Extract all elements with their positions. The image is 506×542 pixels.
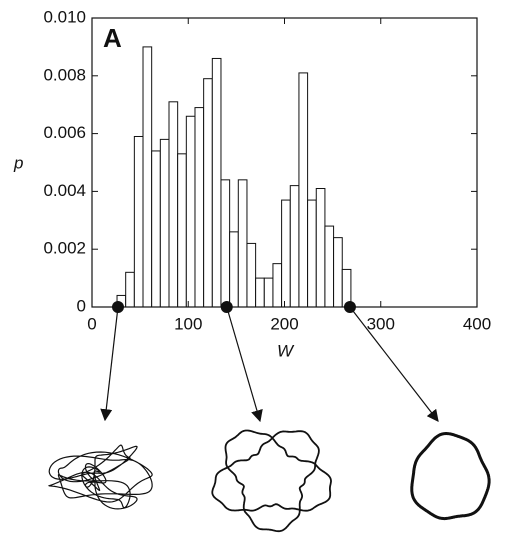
bar xyxy=(159,138,170,308)
y-tick-label: 0.008 xyxy=(43,65,86,84)
bar xyxy=(185,115,196,308)
x-axis-label: W xyxy=(277,341,295,360)
bar xyxy=(298,72,309,308)
bar xyxy=(151,150,161,308)
bar xyxy=(133,135,144,308)
x-tick-label: 0 xyxy=(87,314,96,333)
marker-dot xyxy=(220,301,233,313)
bar xyxy=(211,57,222,308)
y-tick-label: 0.002 xyxy=(43,239,86,258)
arrow xyxy=(349,306,439,422)
bar xyxy=(333,237,343,308)
bar xyxy=(177,153,187,308)
arrow xyxy=(100,306,119,422)
bar xyxy=(246,242,257,308)
bar xyxy=(203,78,213,308)
circle-shape xyxy=(410,432,491,521)
tangle-shape xyxy=(47,444,153,510)
bar xyxy=(255,277,265,308)
bar xyxy=(125,271,135,308)
bar xyxy=(315,188,326,308)
bar xyxy=(281,199,291,308)
y-tick-label: 0.004 xyxy=(43,181,86,200)
bar xyxy=(142,46,153,308)
bar xyxy=(220,179,231,308)
loop-shape xyxy=(211,429,332,533)
x-tick-label: 200 xyxy=(270,314,298,333)
y-tick-label: 0 xyxy=(77,296,86,315)
marker-dot xyxy=(343,301,356,313)
x-tick-label: 300 xyxy=(367,314,395,333)
x-tick-label: 400 xyxy=(463,314,491,333)
arrow xyxy=(226,306,263,423)
bar xyxy=(263,277,274,308)
bar xyxy=(307,199,317,308)
y-axis-label: p xyxy=(13,153,23,172)
bar xyxy=(272,263,283,308)
bar xyxy=(237,179,248,308)
x-tick-label: 100 xyxy=(174,314,202,333)
bar xyxy=(229,231,239,308)
bar xyxy=(324,225,335,308)
bar xyxy=(289,185,300,308)
y-tick-label: 0.010 xyxy=(43,7,86,26)
marker-dot xyxy=(111,301,124,313)
bar xyxy=(168,101,179,308)
panel-label: A xyxy=(103,23,122,53)
bar xyxy=(194,107,205,308)
y-tick-label: 0.006 xyxy=(43,123,86,142)
